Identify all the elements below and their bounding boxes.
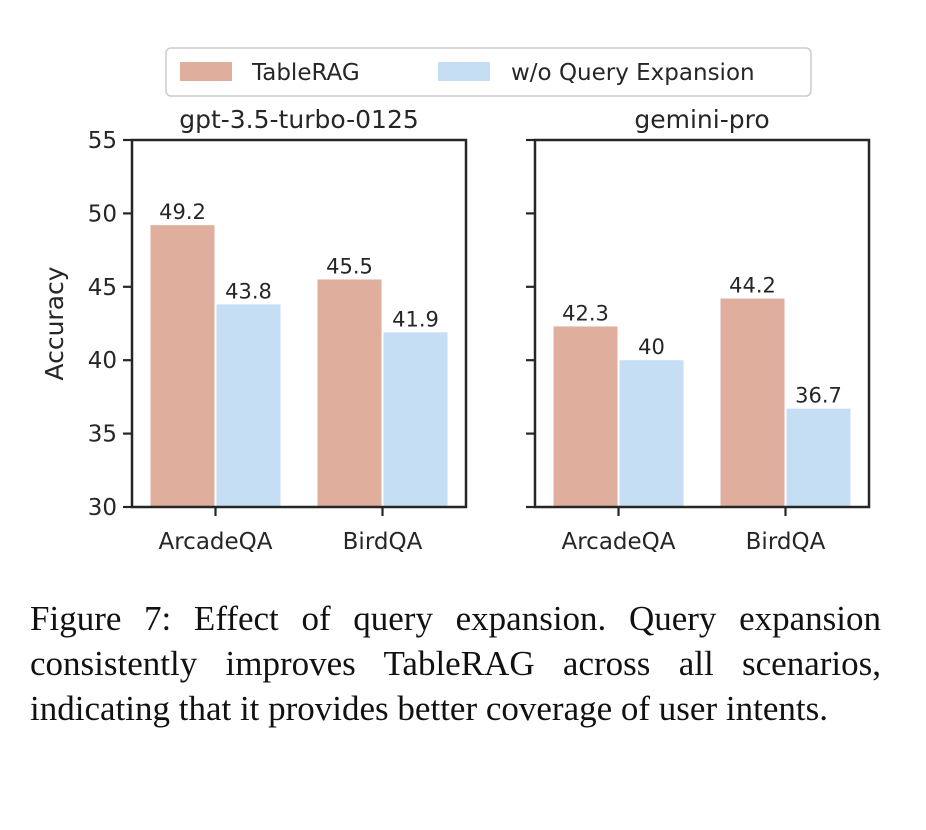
x-tick-label-p0-0: ArcadeQA xyxy=(158,529,272,555)
data-label-p1-c0-s0: 42.3 xyxy=(562,301,609,325)
y-axis-label: Accuracy xyxy=(40,266,69,380)
data-label-p1-c0-s1: 40 xyxy=(638,335,665,359)
bar-p0-arcadeqa-s0 xyxy=(150,225,215,508)
bar-chart-figure: TableRAG w/o Query Expansion Accuracy 49.2 4… xyxy=(40,47,871,555)
bar-p1-arcadeqa-s1 xyxy=(619,360,684,507)
y-tick-label-3: 45 xyxy=(88,275,117,301)
bar-p0-birdqa-s1 xyxy=(383,332,448,507)
bar-p1-birdqa-s1 xyxy=(786,408,851,507)
legend-label-1: w/o Query Expansion xyxy=(511,60,755,86)
bar-p0-arcadeqa-s1 xyxy=(216,304,281,507)
y-tick-label-5: 55 xyxy=(88,128,117,154)
figure-caption: Figure 7: Effect of query expansion. Que… xyxy=(30,599,881,728)
data-label-p0-c0-s0: 49.2 xyxy=(159,200,206,224)
y-tick-label-0: 30 xyxy=(88,495,117,521)
panel-title-1: gemini-pro xyxy=(634,105,769,134)
y-tick-label-4: 50 xyxy=(88,201,117,227)
panel-title-0: gpt-3.5-turbo-0125 xyxy=(179,105,419,134)
data-label-p0-c0-s1: 43.8 xyxy=(225,279,272,303)
y-tick-label-1: 35 xyxy=(88,422,117,448)
bar-p1-birdqa-s0 xyxy=(720,298,785,507)
data-label-p0-c1-s0: 45.5 xyxy=(326,254,373,278)
x-tick-label-p1-0: ArcadeQA xyxy=(561,529,675,555)
axes-frame-0 xyxy=(130,138,468,509)
bar-p1-arcadeqa-s0 xyxy=(553,326,618,507)
x-tick-label-p0-1: BirdQA xyxy=(343,529,423,555)
legend-swatch-1 xyxy=(438,62,490,81)
bar-p0-birdqa-s0 xyxy=(317,279,382,507)
legend-swatch-0 xyxy=(180,62,232,81)
y-tick-label-2: 40 xyxy=(88,348,117,374)
data-label-p1-c1-s0: 44.2 xyxy=(729,274,776,298)
axes-frame-1 xyxy=(533,138,871,509)
legend-label-0: TableRAG xyxy=(251,60,360,86)
data-label-p0-c1-s1: 41.9 xyxy=(392,307,439,331)
data-label-p1-c1-s1: 36.7 xyxy=(795,384,842,408)
x-tick-label-p1-1: BirdQA xyxy=(746,529,826,555)
